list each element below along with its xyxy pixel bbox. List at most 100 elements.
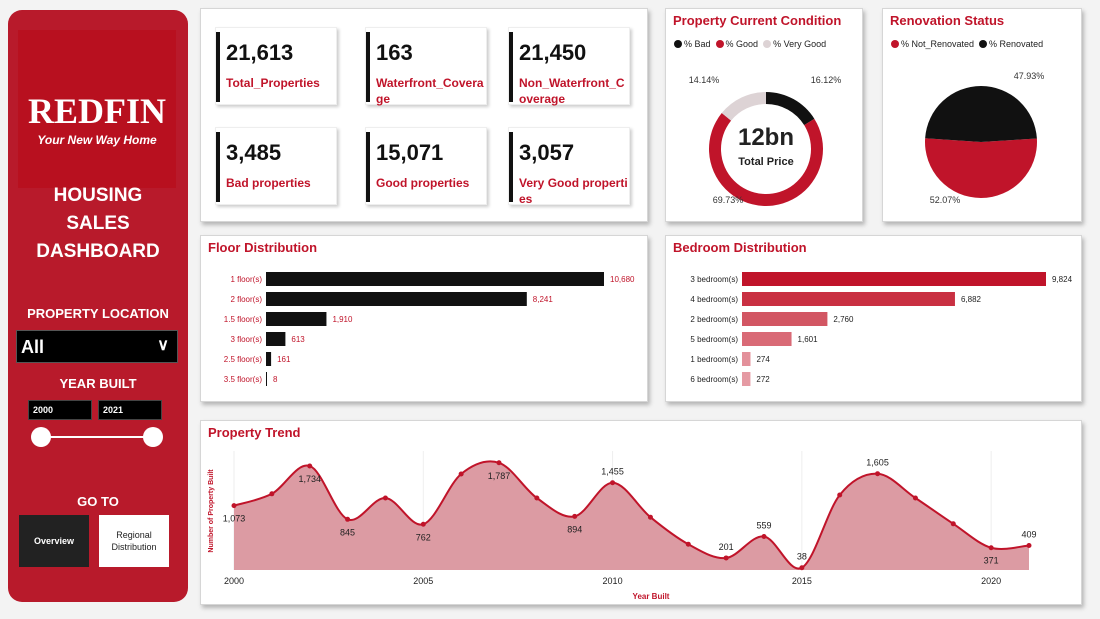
- dashboard-title: HOUSING SALES DASHBOARD: [8, 182, 188, 266]
- bar: [266, 272, 604, 286]
- bar-category-label: 1 floor(s): [230, 275, 262, 284]
- title-line: DASHBOARD: [36, 241, 160, 262]
- bar-value-label: 613: [291, 335, 305, 344]
- chart-legend: % Not_Renovated % Renovated: [891, 39, 1043, 49]
- kpi-accent-bar: [366, 132, 370, 202]
- bar-value-label: 272: [756, 375, 770, 384]
- kpi-label: Waterfront_Coverage: [376, 76, 484, 106]
- kpi-accent-bar: [216, 132, 220, 202]
- bar-value-label: 8,241: [533, 295, 554, 304]
- donut-slice: [721, 92, 766, 121]
- trend-line: [233, 460, 1030, 570]
- data-point: [723, 555, 729, 561]
- data-point: [950, 521, 956, 527]
- kpi-label: Total_Properties: [226, 76, 320, 90]
- data-point: [988, 545, 994, 551]
- year-slider-track[interactable]: [41, 436, 153, 438]
- property-location-dropdown[interactable]: All ∨: [16, 330, 178, 363]
- kpi-value: 3,057: [519, 140, 575, 165]
- data-label: 894: [567, 524, 582, 534]
- bar-category-label: 2 bedroom(s): [690, 315, 738, 324]
- slice-label: 47.93%: [1014, 71, 1045, 81]
- data-label: 1,734: [298, 474, 321, 484]
- data-point: [610, 480, 616, 486]
- bedroom-distribution-panel: Bedroom Distribution 3 bedroom(s) 9,824 4 …: [665, 235, 1082, 402]
- bar-category-label: 3 floor(s): [230, 335, 262, 344]
- data-label: 1,455: [601, 467, 624, 477]
- bar-category-label: 4 bedroom(s): [690, 295, 738, 304]
- bar: [742, 312, 828, 326]
- data-label: 762: [416, 532, 431, 542]
- legend-item[interactable]: % Not_Renovated: [891, 39, 974, 49]
- data-label: 559: [756, 520, 771, 530]
- year-slider-end-handle[interactable]: [143, 427, 163, 447]
- data-point: [912, 495, 918, 501]
- title-line: SALES: [66, 213, 130, 234]
- pie-slice: [925, 138, 1037, 198]
- legend-item[interactable]: % Renovated: [979, 39, 1043, 49]
- bar: [742, 292, 955, 306]
- bar-category-label: 6 bedroom(s): [690, 375, 738, 384]
- kpi-accent-bar: [509, 32, 513, 102]
- data-label: 409: [1021, 529, 1036, 539]
- bar-category-label: 3 bedroom(s): [690, 275, 738, 284]
- kpi-card-bad-properties: 3,485 Bad properties: [215, 127, 337, 205]
- renovation-pie-panel: Renovation Status % Not_Renovated % Reno…: [882, 8, 1082, 222]
- location-value: All: [21, 337, 45, 357]
- legend-item[interactable]: % Good: [715, 39, 758, 49]
- bar-value-label: 1,910: [332, 315, 353, 324]
- kpi-label: Bad properties: [226, 176, 311, 190]
- year-from-input[interactable]: 2000: [28, 400, 92, 420]
- legend-item[interactable]: % Very Good: [763, 39, 826, 49]
- title-line: HOUSING: [53, 185, 143, 206]
- x-tick-label: 2005: [413, 576, 433, 586]
- kpi-accent-bar: [366, 32, 370, 102]
- slice-label: 16.12%: [811, 75, 842, 85]
- chart-legend: % Bad % Good % Very Good: [674, 39, 826, 49]
- bar-category-label: 2.5 floor(s): [224, 355, 263, 364]
- data-label: 1,605: [866, 458, 889, 468]
- data-point: [420, 521, 426, 527]
- bar: [742, 272, 1046, 286]
- floor-bar-chart: 1 floor(s) 10,680 2 floor(s) 8,241 1.5 floor…: [224, 272, 635, 386]
- kpi-panel: 21,613 Total_Properties 163 Waterfront_Cov…: [200, 8, 648, 222]
- bar-category-label: 1 bedroom(s): [690, 355, 738, 364]
- bar: [742, 352, 751, 366]
- y-axis-title: Number of Property Built: [208, 469, 215, 553]
- kpi-value: 15,071: [376, 140, 444, 165]
- bar-value-label: 1,601: [798, 335, 819, 344]
- legend-dot-icon: [715, 40, 724, 48]
- legend-dot-icon: [674, 40, 682, 48]
- data-point: [345, 516, 351, 522]
- data-label: 1,073: [223, 514, 246, 524]
- legend-label: % Very Good: [773, 39, 827, 49]
- chevron-down-icon: ∨: [157, 337, 169, 354]
- bar-value-label: 6,882: [961, 295, 982, 304]
- chart-title: Property Trend: [208, 425, 301, 440]
- data-point: [458, 471, 464, 477]
- data-point: [307, 463, 313, 469]
- bar: [266, 352, 272, 366]
- center-label: Total Price: [738, 156, 793, 168]
- kpi-card-very-good-properties: 3,057 Very Good properties: [508, 127, 630, 206]
- year-slider-start-handle[interactable]: [31, 427, 51, 447]
- data-point: [837, 492, 843, 498]
- year-to-input[interactable]: 2021: [98, 400, 162, 420]
- goto-label: GO TO: [77, 494, 119, 509]
- bedroom-bar-chart: 3 bedroom(s) 9,824 4 bedroom(s) 6,882 2 bedr…: [690, 272, 1073, 386]
- kpi-accent-bar: [509, 132, 513, 202]
- slice-label: 69.73%: [713, 195, 744, 205]
- legend-item[interactable]: % Bad: [674, 39, 711, 49]
- kpi-value: 163: [376, 40, 413, 65]
- regional-distribution-button[interactable]: Regional Distribution: [99, 515, 169, 567]
- slice-label: 52.07%: [930, 195, 961, 205]
- bar-category-label: 2 floor(s): [230, 295, 262, 304]
- legend-label: % Bad: [684, 39, 711, 49]
- logo-tagline: Your New Way Home: [37, 133, 157, 147]
- data-label: 845: [340, 527, 355, 537]
- overview-button[interactable]: Overview: [19, 515, 89, 567]
- pie-chart: 52.07% 47.93%: [925, 71, 1045, 205]
- x-tick-label: 2000: [224, 576, 244, 586]
- bar-value-label: 2,760: [833, 315, 854, 324]
- x-tick-label: 2020: [981, 576, 1001, 586]
